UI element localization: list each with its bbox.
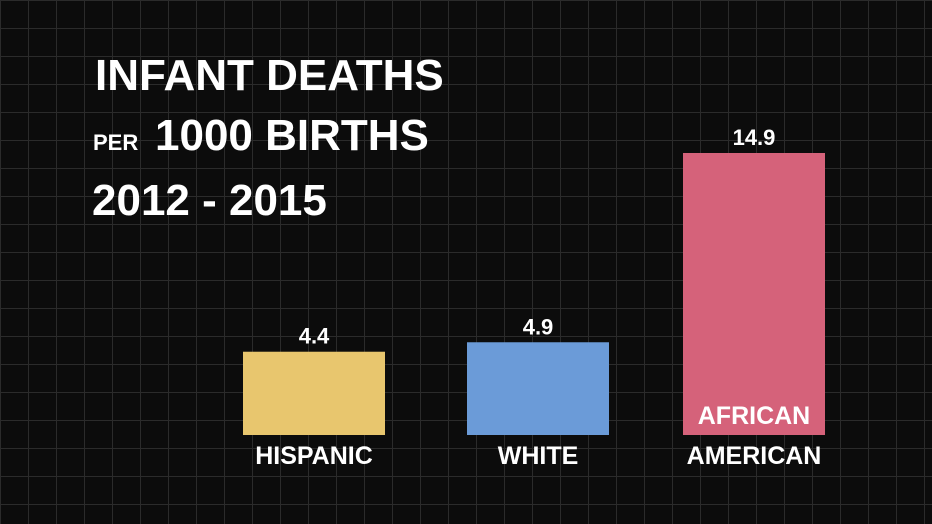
value-label: 4.4 — [299, 324, 330, 349]
bar — [243, 351, 385, 435]
label-word: AMERICAN — [687, 442, 822, 470]
period: 2012 - 2015 — [92, 176, 327, 225]
chart-title: INFANT DEATHS — [95, 51, 444, 100]
value-label: 4.9 — [523, 314, 554, 339]
unit-prefix: PER — [93, 130, 138, 155]
x-tick-label: AFRICAN AMERICAN — [687, 402, 822, 470]
x-tick-label: WHITE — [498, 442, 579, 470]
label-word: AFRICAN — [698, 402, 811, 430]
bar — [683, 153, 825, 435]
unit: 1000 BIRTHS — [155, 111, 429, 160]
x-tick-label: HISPANIC — [255, 442, 373, 470]
bar — [467, 342, 609, 435]
value-label: 14.9 — [733, 125, 776, 150]
